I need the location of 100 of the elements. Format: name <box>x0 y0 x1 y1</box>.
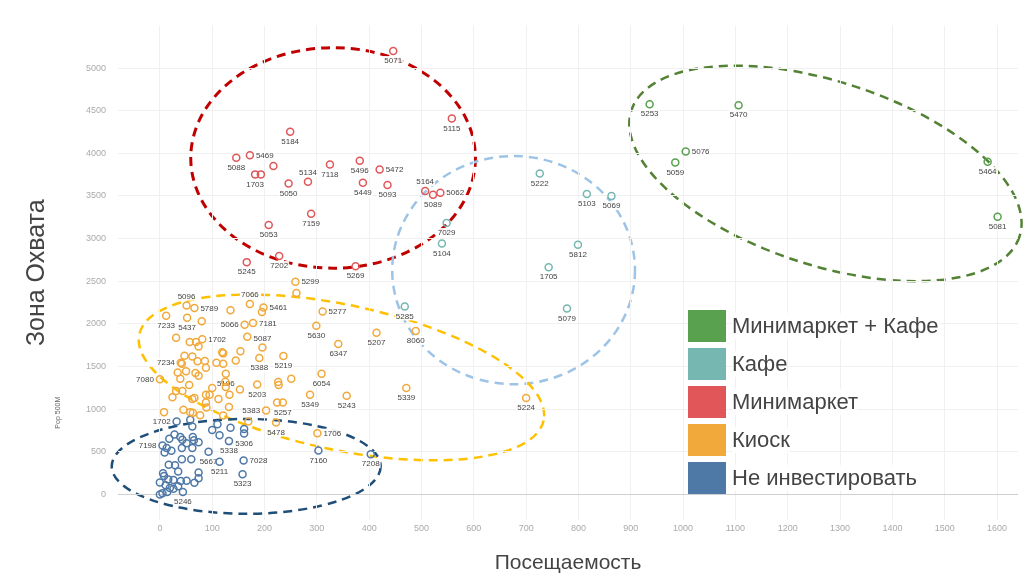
annotation: 5076 <box>691 147 711 157</box>
annotation: 5050 <box>279 188 299 198</box>
point <box>535 169 545 178</box>
annotation: 5243 <box>337 401 357 411</box>
legend-label: Кафе <box>732 351 788 377</box>
point <box>194 437 203 447</box>
point <box>562 304 572 313</box>
annotation: 5306 <box>235 438 254 448</box>
point <box>185 415 195 424</box>
legend-label: Минимаркет <box>732 389 859 415</box>
annotation: 5081 <box>988 221 1008 231</box>
point <box>242 257 251 267</box>
annotation: 5164 <box>416 177 435 187</box>
annotation: 5069 <box>602 201 621 211</box>
point <box>383 180 392 190</box>
annotation: 5219 <box>274 361 293 371</box>
annotation: 5789 <box>200 303 219 313</box>
point <box>162 487 172 497</box>
annotation: 5087 <box>253 333 272 343</box>
point <box>194 474 203 483</box>
x-tick-label: 1200 <box>777 522 798 533</box>
annotation: 7181 <box>259 318 278 328</box>
annotation: 5470 <box>729 110 749 120</box>
annotation: 5066 <box>220 320 240 330</box>
annotation: 5062 <box>446 188 465 198</box>
point <box>158 488 167 498</box>
point <box>189 436 199 445</box>
point <box>607 191 616 201</box>
x-tick-label: 800 <box>570 522 586 533</box>
point <box>573 240 583 249</box>
point <box>182 476 191 486</box>
point <box>389 46 398 56</box>
point <box>671 158 680 167</box>
point <box>178 435 187 444</box>
point <box>176 476 186 486</box>
point <box>993 212 1002 221</box>
annotation: 5093 <box>378 190 397 200</box>
point <box>155 478 165 487</box>
annotation: 5437 <box>178 323 197 333</box>
point <box>162 443 171 453</box>
annotation: 5115 <box>443 123 461 133</box>
y-tick-label: 3000 <box>85 233 107 244</box>
y-tick-label: 5000 <box>85 62 107 73</box>
annotation: 7202 <box>270 261 289 271</box>
annotation: 7118 <box>321 169 340 179</box>
point <box>355 156 365 166</box>
point <box>207 425 217 435</box>
x-tick-label: 1600 <box>987 522 1008 533</box>
point <box>250 170 260 179</box>
point <box>375 165 384 174</box>
legend-label: Киоск <box>732 427 790 453</box>
point <box>245 151 255 160</box>
annotation: 5079 <box>558 313 577 323</box>
annotation: 1702 <box>208 334 227 344</box>
annotation: 7080 <box>136 375 155 384</box>
point <box>274 251 284 261</box>
point <box>681 147 690 156</box>
annotation: 1706 <box>323 428 342 438</box>
point <box>188 422 197 431</box>
annotation: 5053 <box>259 230 279 240</box>
annotation: 5478 <box>267 427 286 437</box>
annotation: 5388 <box>250 363 269 373</box>
y-tick-label: 4500 <box>85 105 107 116</box>
y-tick-label: 1500 <box>85 360 107 371</box>
x-tick-label: 1300 <box>830 522 851 533</box>
y-tick-label: 0 <box>101 488 107 499</box>
point <box>213 419 222 429</box>
point <box>366 449 375 459</box>
x-tick-label: 700 <box>518 522 534 533</box>
point <box>264 220 273 230</box>
annotation: 5285 <box>395 311 415 321</box>
point <box>188 443 197 453</box>
annotation: 5089 <box>424 199 443 209</box>
annotation: 5339 <box>397 393 416 403</box>
annotation: 5207 <box>367 337 386 347</box>
annotation: 7066 <box>240 290 260 300</box>
annotation: 5222 <box>530 178 550 188</box>
point <box>269 161 278 171</box>
annotation: 7234 <box>157 358 176 368</box>
annotation: 5349 <box>301 400 320 410</box>
annotation: 5469 <box>255 151 275 161</box>
point <box>176 432 185 442</box>
point <box>177 455 187 464</box>
point <box>170 430 179 439</box>
point <box>436 188 445 198</box>
y-tick-label: 500 <box>90 446 107 457</box>
point <box>226 423 235 432</box>
annotation: 5246 <box>174 497 193 507</box>
point <box>158 441 167 450</box>
point <box>177 443 187 453</box>
point <box>160 448 169 457</box>
x-tick-label: 1100 <box>725 522 746 533</box>
annotation: 5461 <box>269 303 288 313</box>
annotation: 5245 <box>237 267 257 277</box>
point <box>169 484 178 493</box>
x-tick-label: 200 <box>257 522 273 533</box>
y-tick-label: 2500 <box>85 275 107 286</box>
point <box>428 190 438 199</box>
point <box>239 456 248 465</box>
point <box>182 438 191 448</box>
